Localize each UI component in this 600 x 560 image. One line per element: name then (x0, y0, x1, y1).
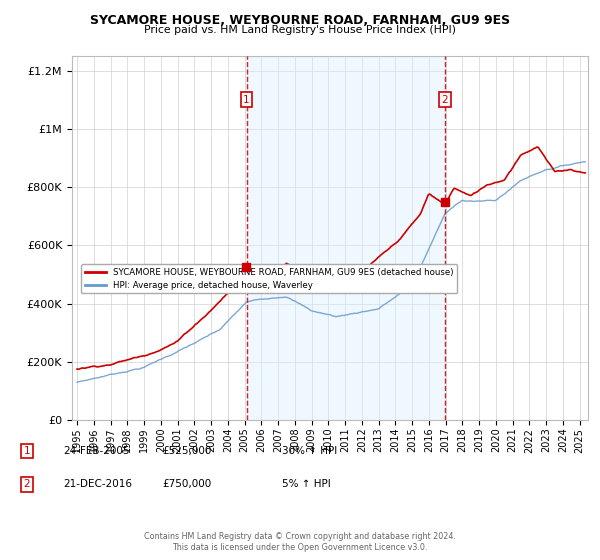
Text: £750,000: £750,000 (162, 479, 211, 489)
Text: 2: 2 (23, 479, 31, 489)
Text: 2: 2 (442, 95, 448, 105)
Text: Price paid vs. HM Land Registry's House Price Index (HPI): Price paid vs. HM Land Registry's House … (144, 25, 456, 35)
Text: 21-DEC-2016: 21-DEC-2016 (63, 479, 132, 489)
Text: 1: 1 (243, 95, 250, 105)
Legend: SYCAMORE HOUSE, WEYBOURNE ROAD, FARNHAM, GU9 9ES (detached house), HPI: Average : SYCAMORE HOUSE, WEYBOURNE ROAD, FARNHAM,… (82, 264, 457, 293)
Text: 5% ↑ HPI: 5% ↑ HPI (282, 479, 331, 489)
Text: 1: 1 (23, 446, 31, 456)
Text: 30% ↑ HPI: 30% ↑ HPI (282, 446, 337, 456)
Text: 24-FEB-2005: 24-FEB-2005 (63, 446, 130, 456)
Text: Contains HM Land Registry data © Crown copyright and database right 2024.
This d: Contains HM Land Registry data © Crown c… (144, 532, 456, 552)
Text: SYCAMORE HOUSE, WEYBOURNE ROAD, FARNHAM, GU9 9ES: SYCAMORE HOUSE, WEYBOURNE ROAD, FARNHAM,… (90, 14, 510, 27)
Text: £525,000: £525,000 (162, 446, 211, 456)
